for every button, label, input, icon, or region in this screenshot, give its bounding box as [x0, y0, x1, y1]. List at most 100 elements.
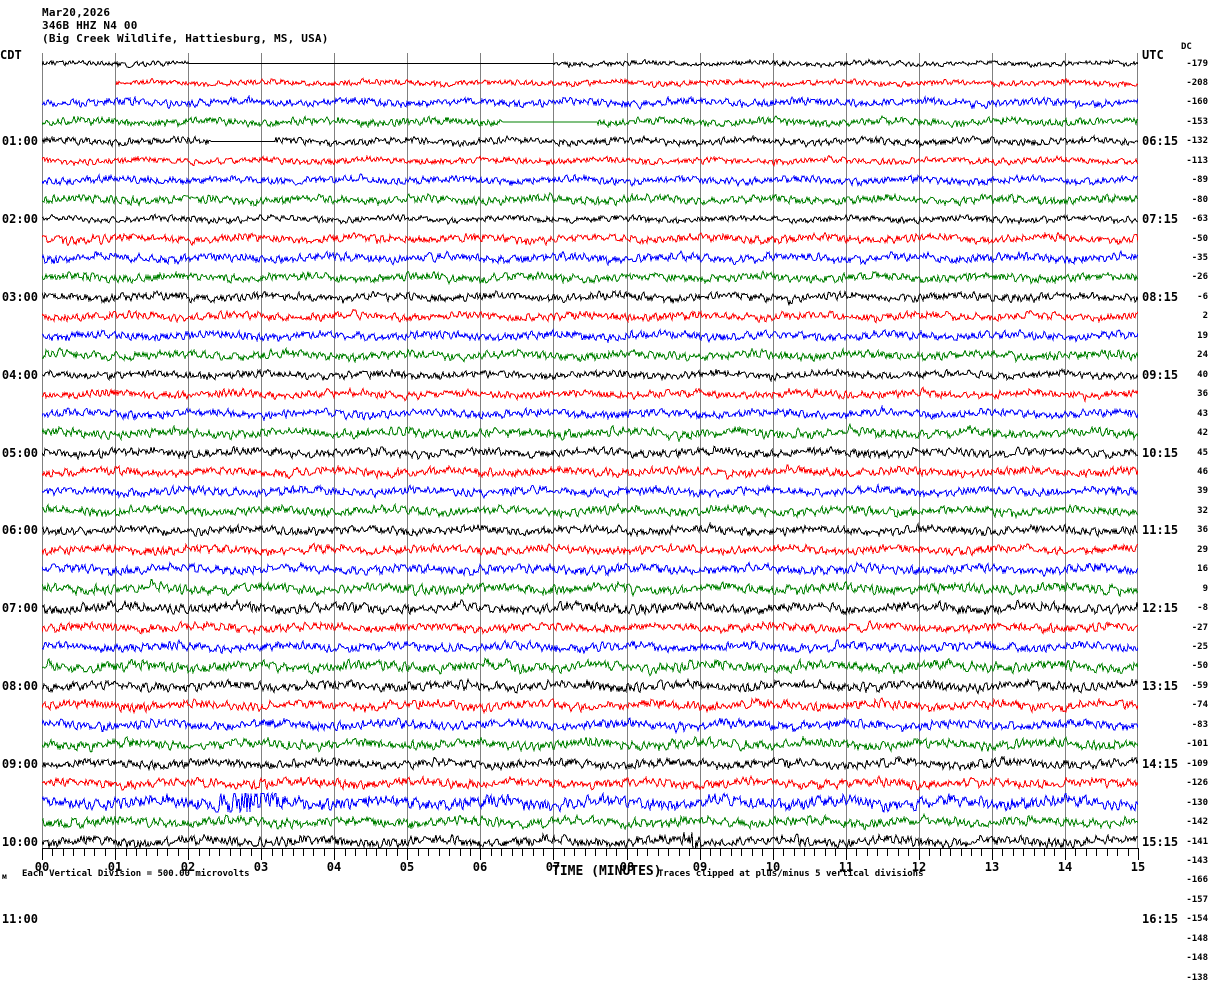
x-tick-minor: [199, 849, 200, 856]
x-tick-label: 09: [692, 860, 708, 874]
dc-value: 43: [1197, 408, 1208, 419]
x-tick-minor: [240, 849, 241, 856]
x-tick-minor: [720, 849, 721, 856]
left-hour-label: 01:00: [1, 134, 38, 149]
left-hour-label: 02:00: [1, 212, 38, 227]
left-hour-label: 06:00: [1, 523, 38, 538]
dc-value: -153: [1186, 116, 1208, 127]
trace-line: [42, 677, 1138, 695]
x-tick-minor: [1117, 849, 1118, 856]
trace-line: [42, 638, 1138, 655]
dc-value: -83: [1191, 719, 1208, 730]
x-tick-minor: [1075, 849, 1076, 856]
trace-line: [42, 115, 1138, 129]
dc-column-header: DC: [1181, 42, 1192, 52]
x-tick-minor: [731, 849, 732, 856]
right-hour-label: 15:15: [1142, 834, 1179, 849]
trace-line: [42, 578, 1138, 597]
header-location: (Big Creek Wildlife, Hattiesburg, MS, US…: [42, 32, 329, 45]
trace-line: [42, 696, 1138, 715]
dc-value: -148: [1186, 933, 1208, 944]
x-tick-minor: [887, 849, 888, 856]
gridline-minute-03: [261, 53, 262, 848]
x-tick-minor: [219, 849, 220, 856]
trace-canvas: [42, 58, 1138, 848]
plot-frame: [42, 53, 1138, 848]
x-tick-minor: [73, 849, 74, 856]
left-hour-label: 05:00: [1, 445, 38, 460]
x-tick-minor: [856, 849, 857, 856]
dc-value: -154: [1186, 914, 1208, 925]
gridline-minute-09: [700, 53, 701, 848]
x-tick-minor: [1054, 849, 1055, 856]
x-tick-minor: [84, 849, 85, 856]
left-hour-label: 11:00: [1, 912, 38, 927]
seismogram-page: Mar20,2026 346B HHZ N4 00 (Big Creek Wil…: [0, 6, 1208, 983]
dc-value: -141: [1186, 836, 1208, 847]
x-tick-minor: [616, 849, 617, 856]
x-tick-label: 07: [545, 860, 561, 874]
gridline-minute-11: [846, 53, 847, 848]
dc-value: 46: [1197, 466, 1208, 477]
x-tick-minor: [345, 849, 346, 856]
gridline-minute-08: [627, 53, 628, 848]
dc-value: 32: [1197, 505, 1208, 516]
x-tick-major: [334, 849, 335, 860]
x-tick-minor: [272, 849, 273, 856]
x-tick-minor: [63, 849, 64, 856]
dc-value: -130: [1186, 797, 1208, 808]
right-timezone-label: UTC: [1142, 48, 1164, 62]
dc-value: 36: [1197, 525, 1208, 536]
x-tick-minor: [522, 849, 523, 856]
x-tick-label: 08: [619, 860, 635, 874]
x-tick-minor: [428, 849, 429, 856]
trace-line: [42, 598, 1138, 616]
left-hour-label: 09:00: [1, 756, 38, 771]
x-tick-minor: [908, 849, 909, 856]
x-tick-minor: [668, 849, 669, 856]
trace-line: [42, 249, 1138, 267]
x-tick-minor: [658, 849, 659, 856]
right-hour-label: 07:15: [1142, 212, 1179, 227]
x-tick-label: 03: [253, 860, 269, 874]
trace-line: [42, 404, 1138, 422]
right-hour-label: 10:15: [1142, 445, 1179, 460]
x-tick-major: [846, 849, 847, 860]
x-tick-label: 10: [765, 860, 781, 874]
x-tick-minor: [1044, 849, 1045, 856]
dc-value: -113: [1186, 155, 1208, 166]
dc-value: 36: [1197, 389, 1208, 400]
x-tick-minor: [752, 849, 753, 856]
dc-value: 45: [1197, 447, 1208, 458]
x-tick-minor: [313, 849, 314, 856]
x-tick-label: 02: [180, 860, 196, 874]
x-tick-minor: [564, 849, 565, 856]
dc-value: -63: [1191, 214, 1208, 225]
dc-value: -148: [1186, 953, 1208, 964]
x-tick-minor: [52, 849, 53, 856]
trace-line: [42, 308, 1138, 324]
dc-value: 16: [1197, 564, 1208, 575]
trace-line: [42, 445, 1138, 461]
x-tick-minor: [282, 849, 283, 856]
trace-line: [42, 328, 1138, 344]
x-tick-minor: [940, 849, 941, 856]
dc-value: 24: [1197, 350, 1208, 361]
x-tick-minor: [376, 849, 377, 856]
header-date: Mar20,2026: [42, 6, 111, 19]
x-tick-minor: [1107, 849, 1108, 856]
x-tick-minor: [606, 849, 607, 856]
x-axis-title: TIME (MINUTES): [552, 864, 662, 879]
x-tick-minor: [929, 849, 930, 856]
x-tick-minor: [647, 849, 648, 856]
x-tick-minor: [501, 849, 502, 856]
x-tick-label: 12: [911, 860, 927, 874]
left-hour-label: 08:00: [1, 678, 38, 693]
clip-note: Traces clipped at plus/minus 5 vertical …: [658, 869, 924, 879]
x-tick-minor: [898, 849, 899, 856]
trace-line: [42, 134, 1138, 149]
x-tick-minor: [355, 849, 356, 856]
trace-line: [42, 657, 1138, 677]
trace-line: [42, 561, 1138, 578]
trace-line: [42, 464, 1138, 480]
